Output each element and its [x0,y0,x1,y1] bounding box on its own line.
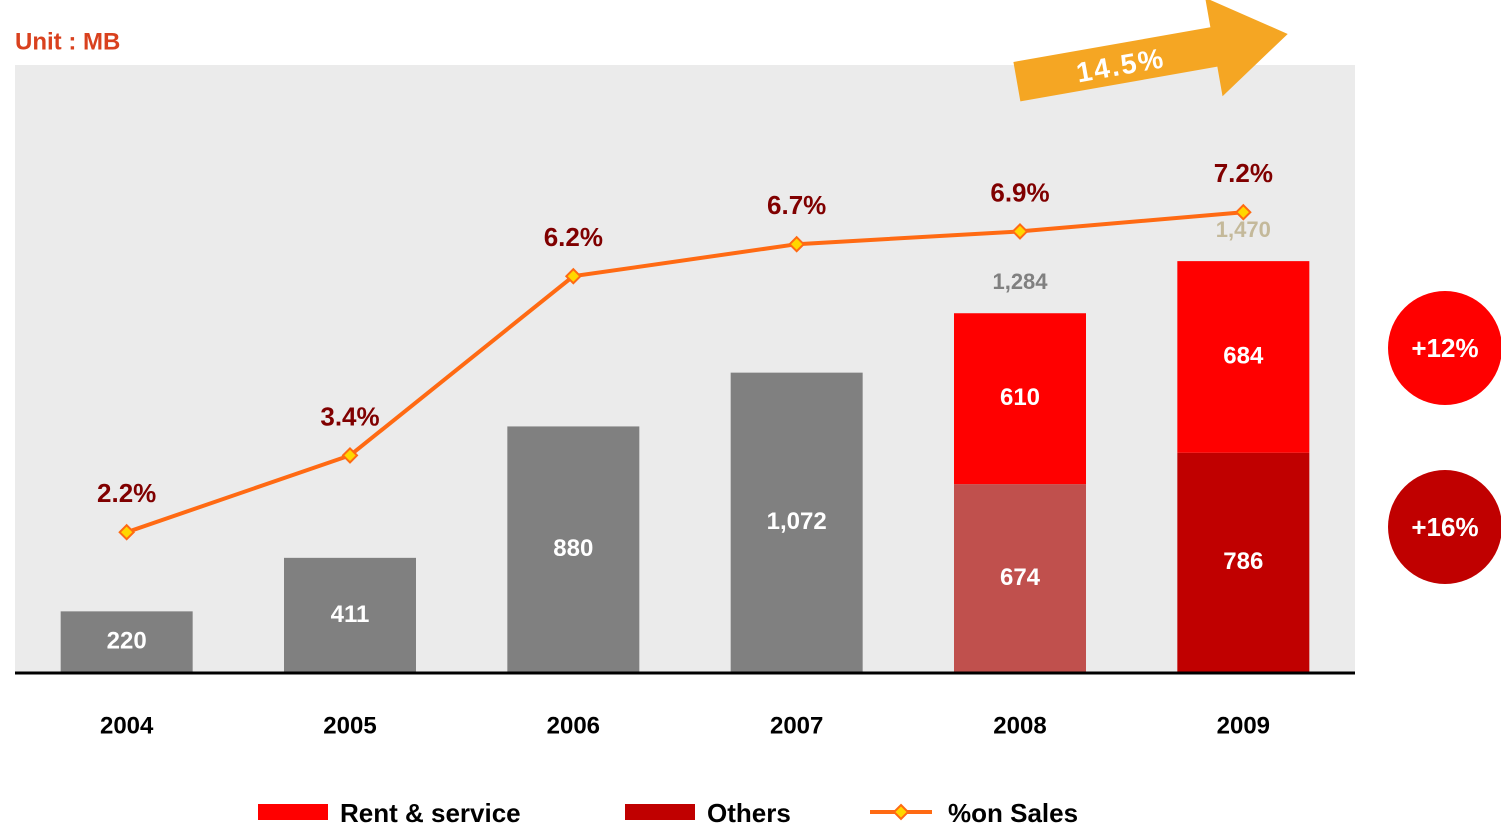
legend-swatch [892,803,910,821]
growth-badge [1388,470,1501,584]
plot-area [15,65,1355,673]
arrow-shape [1013,0,1288,102]
line-label: 3.4% [320,401,379,431]
growth-badge-label: +16% [1411,512,1478,542]
bar [730,372,863,673]
bar [1177,261,1310,453]
line [126,210,1244,535]
bar-label: 880 [553,535,593,562]
bar-label: 674 [1000,564,1041,591]
growth-badge [1388,291,1501,405]
bar-label: 786 [1223,548,1263,575]
line-marker [1011,222,1029,240]
legend-swatch [258,804,328,820]
line-label: 6.7% [767,190,826,220]
line-marker [788,235,806,253]
line-marker [118,523,136,541]
bar [954,313,1086,485]
x-tick-label: 2005 [323,712,376,739]
line-label: 6.2% [544,222,603,252]
legend-label: Rent & service [340,798,521,828]
line-label: 7.2% [1214,158,1273,188]
line-marker [564,267,582,285]
legend-label: %on Sales [948,798,1078,828]
bar-label: 220 [107,628,147,655]
bar-label: 1,072 [767,508,827,535]
total-label: 1,284 [992,269,1048,294]
growth-arrow: 14.5% [1013,0,1288,102]
bar [507,426,640,673]
bar-label: 411 [331,601,370,628]
x-tick-label: 2009 [1217,712,1270,739]
bar-label: 610 [1000,384,1040,411]
x-tick-label: 2006 [547,712,600,739]
bar [284,557,416,673]
x-tick-label: 2008 [993,712,1046,739]
growth-badge-label: +12% [1411,333,1478,363]
x-tick-label: 2007 [770,712,823,739]
bar [60,611,193,673]
line-label: 6.9% [990,177,1049,207]
bar [1177,452,1310,673]
total-label: 1,470 [1216,217,1271,242]
legend-label: Others [707,798,791,828]
x-tick-label: 2004 [100,712,154,739]
bar [954,484,1086,673]
line-label: 2.2% [97,478,156,508]
line-marker [341,446,359,464]
line-marker [1234,203,1252,221]
unit-label: Unit : MB [15,28,120,55]
legend-swatch [625,804,695,820]
bar-label: 684 [1223,342,1264,369]
